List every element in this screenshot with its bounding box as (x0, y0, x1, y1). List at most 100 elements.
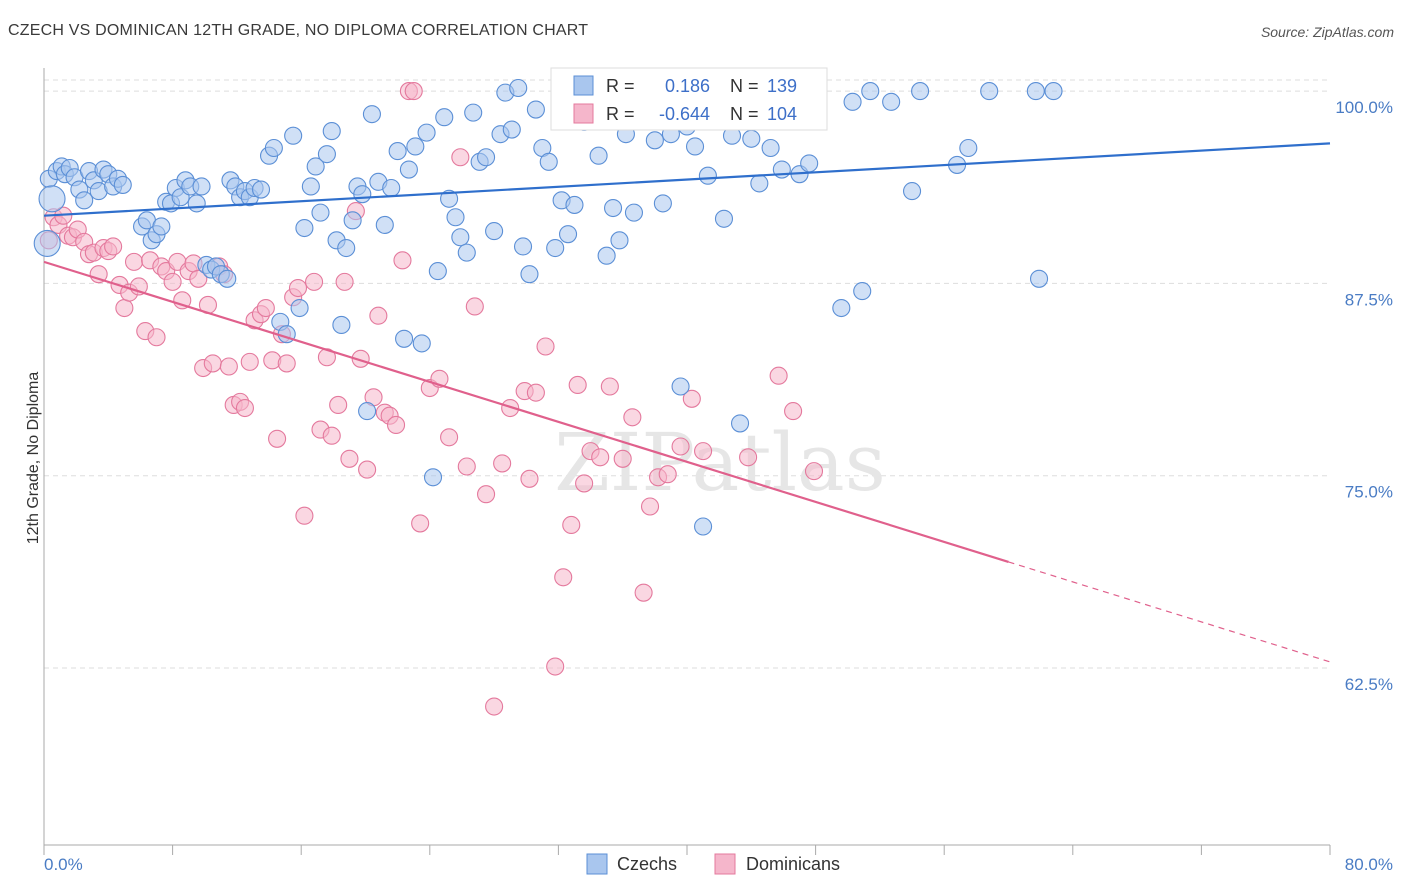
czech-point (624, 203, 644, 222)
czech-point (730, 414, 750, 433)
czech-point (853, 282, 872, 301)
czech-point (742, 129, 761, 148)
czech-point (539, 152, 558, 171)
dominican-point (739, 448, 758, 467)
y-tick-labels: 62.5% 75.0% 87.5% 100.0% (1335, 98, 1393, 694)
czech-point (800, 154, 819, 173)
legend-r-label-dominicans: R = (606, 104, 635, 124)
czech-point (435, 108, 454, 127)
czech-point (714, 209, 734, 228)
legend-r-value-czechs: 0.186 (665, 76, 710, 96)
legend-n-label-dominicans: N = (730, 104, 759, 124)
dominican-point (640, 497, 660, 516)
czech-point (264, 138, 283, 158)
legend-swatch-dominicans (573, 103, 594, 124)
y-tick-label: 62.5% (1345, 675, 1393, 694)
dominican-point (124, 252, 144, 271)
dominican-point (115, 298, 134, 318)
czech-point (653, 194, 672, 213)
czech-point (610, 231, 629, 250)
czech-point (440, 189, 459, 208)
dominican-point (554, 568, 573, 587)
czech-point (33, 229, 61, 257)
dominican-point (485, 697, 504, 716)
dominican-point (268, 429, 287, 448)
czech-point (306, 157, 325, 176)
czech-point (295, 218, 314, 238)
czech-point (428, 262, 447, 281)
czech-point (343, 211, 362, 230)
czech-point (332, 315, 351, 334)
czech-point (589, 146, 608, 165)
dominican-point (562, 515, 581, 535)
czech-point (558, 225, 578, 244)
y-tick-label: 87.5% (1345, 290, 1393, 309)
legend-r-value-dominicans: -0.644 (659, 104, 710, 124)
czech-point (446, 208, 465, 227)
x-tick-marks (43, 845, 1331, 855)
czech-point (911, 82, 930, 101)
czechs-trend-line (43, 142, 1331, 217)
x-tick-labels: 0.0% 80.0% (44, 855, 1393, 874)
legend-box (550, 67, 828, 131)
dominican-point (147, 328, 166, 347)
czech-point (477, 148, 496, 167)
czech-point (832, 298, 851, 318)
dominican-point (386, 415, 406, 435)
dominican-point (575, 474, 594, 493)
czech-point (406, 137, 425, 156)
y-tick-label: 75.0% (1345, 483, 1393, 502)
dominican-point (288, 278, 308, 298)
dominican-point (623, 408, 642, 427)
dominican-point (451, 148, 470, 167)
bottom-legend-label-czechs: Czechs (617, 854, 677, 874)
czech-point (192, 177, 211, 196)
czech-point (761, 138, 780, 158)
czech-point (457, 243, 476, 262)
y-tick-label: 100.0% (1335, 98, 1393, 117)
czech-point (464, 103, 483, 122)
czech-point (513, 237, 533, 256)
dominican-point (600, 377, 619, 396)
czech-point (353, 185, 372, 204)
czech-point (843, 92, 862, 111)
trend-lines (43, 142, 1331, 663)
dominican-point (501, 398, 520, 418)
dominican-point (694, 442, 713, 461)
czech-point (520, 265, 539, 284)
x-tick-label: 80.0% (1345, 855, 1393, 874)
dominican-point (335, 272, 354, 291)
dominican-point (526, 383, 545, 402)
dominican-point (671, 437, 690, 456)
dominican-point (613, 449, 632, 468)
czech-point (526, 100, 545, 119)
czech-point (301, 177, 320, 196)
dominican-point (568, 375, 587, 395)
czech-point (902, 182, 922, 201)
legend-n-value-dominicans: 104 (767, 104, 797, 124)
czech-point (382, 178, 401, 198)
dominican-point (369, 306, 388, 325)
czech-point (565, 195, 584, 214)
czech-point (322, 122, 341, 141)
chart-title: CZECH VS DOMINICAN 12TH GRADE, NO DIPLOM… (8, 22, 589, 39)
czech-point (671, 377, 690, 396)
czech-point (187, 194, 206, 213)
czech-point (980, 82, 999, 101)
dominican-point (591, 448, 610, 467)
czech-point (645, 131, 664, 150)
dominicans-trend-extension (1008, 561, 1331, 663)
czech-point (417, 123, 436, 142)
czech-point (311, 203, 330, 222)
watermark: ZIPatlas (554, 416, 886, 509)
dominican-point (235, 398, 254, 418)
czech-point (412, 334, 431, 353)
czech-point (1029, 269, 1049, 288)
chart-source: Source: ZipAtlas.com (1260, 24, 1394, 40)
czech-point (38, 185, 66, 213)
czech-point (485, 222, 504, 241)
dominican-point (189, 269, 208, 288)
czech-point (113, 175, 132, 194)
czech-point (546, 238, 565, 258)
dominican-point (203, 354, 222, 373)
